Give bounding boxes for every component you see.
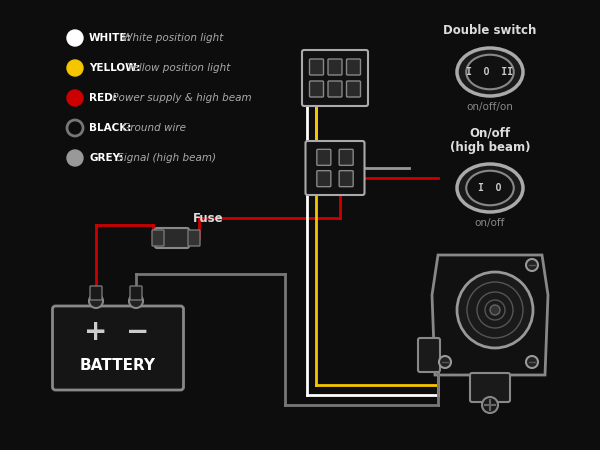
Text: Ground wire: Ground wire bbox=[119, 123, 186, 133]
FancyBboxPatch shape bbox=[347, 59, 361, 75]
FancyBboxPatch shape bbox=[317, 171, 331, 187]
FancyBboxPatch shape bbox=[347, 81, 361, 97]
Text: I  O  II: I O II bbox=[467, 67, 514, 77]
FancyBboxPatch shape bbox=[188, 230, 200, 246]
Text: WHITE:: WHITE: bbox=[89, 33, 131, 43]
Ellipse shape bbox=[466, 55, 514, 89]
Circle shape bbox=[67, 150, 83, 166]
Text: BATTERY: BATTERY bbox=[80, 359, 156, 374]
FancyBboxPatch shape bbox=[317, 149, 331, 165]
Text: On/off
(high beam): On/off (high beam) bbox=[450, 126, 530, 154]
FancyBboxPatch shape bbox=[418, 338, 440, 372]
Text: YELLOW:: YELLOW: bbox=[89, 63, 140, 73]
FancyBboxPatch shape bbox=[90, 286, 102, 300]
FancyBboxPatch shape bbox=[130, 286, 142, 300]
Text: +: + bbox=[85, 318, 107, 346]
Text: Double switch: Double switch bbox=[443, 23, 536, 36]
Circle shape bbox=[439, 356, 451, 368]
FancyBboxPatch shape bbox=[310, 81, 323, 97]
Circle shape bbox=[67, 30, 83, 46]
Ellipse shape bbox=[457, 164, 523, 212]
Text: Fuse: Fuse bbox=[193, 212, 224, 225]
Text: Power supply & high beam: Power supply & high beam bbox=[109, 93, 251, 103]
Text: BLACK:: BLACK: bbox=[89, 123, 131, 133]
Circle shape bbox=[490, 305, 500, 315]
FancyBboxPatch shape bbox=[339, 149, 353, 165]
Text: GREY:: GREY: bbox=[89, 153, 123, 163]
Circle shape bbox=[89, 294, 103, 308]
Circle shape bbox=[482, 397, 498, 413]
FancyBboxPatch shape bbox=[328, 59, 342, 75]
Ellipse shape bbox=[457, 48, 523, 96]
FancyBboxPatch shape bbox=[305, 141, 365, 195]
FancyBboxPatch shape bbox=[155, 228, 189, 248]
FancyBboxPatch shape bbox=[53, 306, 184, 390]
FancyBboxPatch shape bbox=[470, 373, 510, 402]
FancyBboxPatch shape bbox=[328, 81, 342, 97]
FancyBboxPatch shape bbox=[152, 230, 164, 246]
Ellipse shape bbox=[466, 171, 514, 205]
Circle shape bbox=[526, 356, 538, 368]
FancyBboxPatch shape bbox=[339, 171, 353, 187]
Circle shape bbox=[67, 60, 83, 76]
Circle shape bbox=[67, 90, 83, 106]
Text: I  O: I O bbox=[478, 183, 502, 193]
Circle shape bbox=[457, 272, 533, 348]
FancyBboxPatch shape bbox=[310, 59, 323, 75]
Text: Signal (high beam): Signal (high beam) bbox=[114, 153, 216, 163]
Text: −: − bbox=[127, 318, 149, 346]
Text: White position light: White position light bbox=[119, 33, 223, 43]
Text: Yellow position light: Yellow position light bbox=[124, 63, 230, 73]
Polygon shape bbox=[432, 255, 548, 375]
Text: on/off: on/off bbox=[475, 218, 505, 228]
Text: on/off/on: on/off/on bbox=[467, 102, 514, 112]
Circle shape bbox=[526, 259, 538, 271]
Circle shape bbox=[129, 294, 143, 308]
FancyBboxPatch shape bbox=[302, 50, 368, 106]
Text: RED:: RED: bbox=[89, 93, 117, 103]
